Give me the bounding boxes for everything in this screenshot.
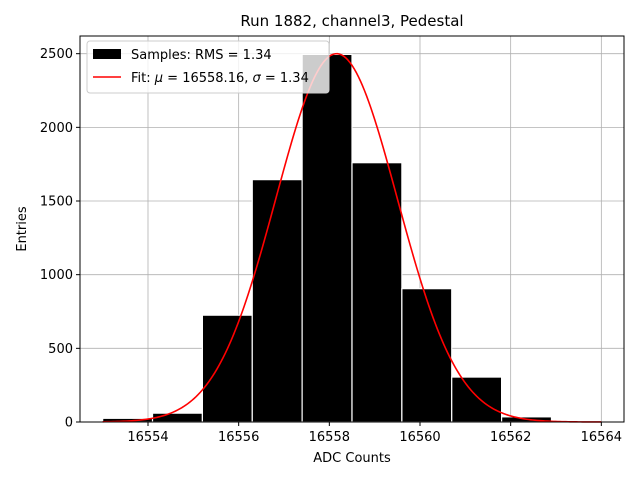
histogram-bars xyxy=(102,53,553,423)
x-tick-label: 16564 xyxy=(581,430,622,445)
legend-fit-sigma-symbol: σ xyxy=(253,71,262,86)
legend-swatch-samples xyxy=(93,49,121,59)
histogram-bar xyxy=(351,162,403,423)
histogram-bar xyxy=(301,53,353,423)
fit-curve xyxy=(102,52,602,423)
histogram-bar xyxy=(251,179,303,423)
x-tick-label: 16562 xyxy=(490,430,531,445)
chart-title: Run 1882, channel3, Pedestal xyxy=(240,12,463,30)
y-axis-label: Entries xyxy=(15,206,30,252)
y-tick-label: 0 xyxy=(65,416,73,431)
histogram-bar xyxy=(201,314,253,423)
legend-fit-sigma-value: = 1.34 xyxy=(261,71,309,86)
x-tick-label: 16556 xyxy=(218,430,259,445)
y-ticks: 0 500 1000 1500 2000 2500 xyxy=(40,47,80,431)
x-tick-label: 16554 xyxy=(127,430,168,445)
y-tick-label: 1000 xyxy=(40,268,73,283)
axes-frame xyxy=(79,35,625,423)
x-ticks: 16554 16556 16558 16560 16562 16564 xyxy=(127,422,622,445)
histogram-bar xyxy=(151,412,204,423)
y-tick-label: 2500 xyxy=(40,47,73,62)
legend: Samples: RMS = 1.34 Fit: μ = 16558.16, σ… xyxy=(86,40,330,94)
x-tick-label: 16558 xyxy=(309,430,350,445)
legend-box xyxy=(86,40,330,94)
x-tick-label: 16560 xyxy=(399,430,440,445)
x-axis-label: ADC Counts xyxy=(313,451,391,466)
y-tick-label: 500 xyxy=(48,342,73,357)
histogram-bar xyxy=(401,288,453,423)
legend-fit-mu-symbol: μ xyxy=(154,71,163,86)
histogram-bar xyxy=(451,376,503,423)
legend-label-fit: Fit: μ = 16558.16, σ = 1.34 xyxy=(131,71,309,86)
legend-fit-mu-value: = 16558.16, xyxy=(163,71,252,86)
legend-fit-prefix: Fit: xyxy=(131,71,155,86)
y-tick-label: 2000 xyxy=(40,121,73,136)
legend-label-samples: Samples: RMS = 1.34 xyxy=(131,48,272,63)
y-tick-label: 1500 xyxy=(40,195,73,210)
